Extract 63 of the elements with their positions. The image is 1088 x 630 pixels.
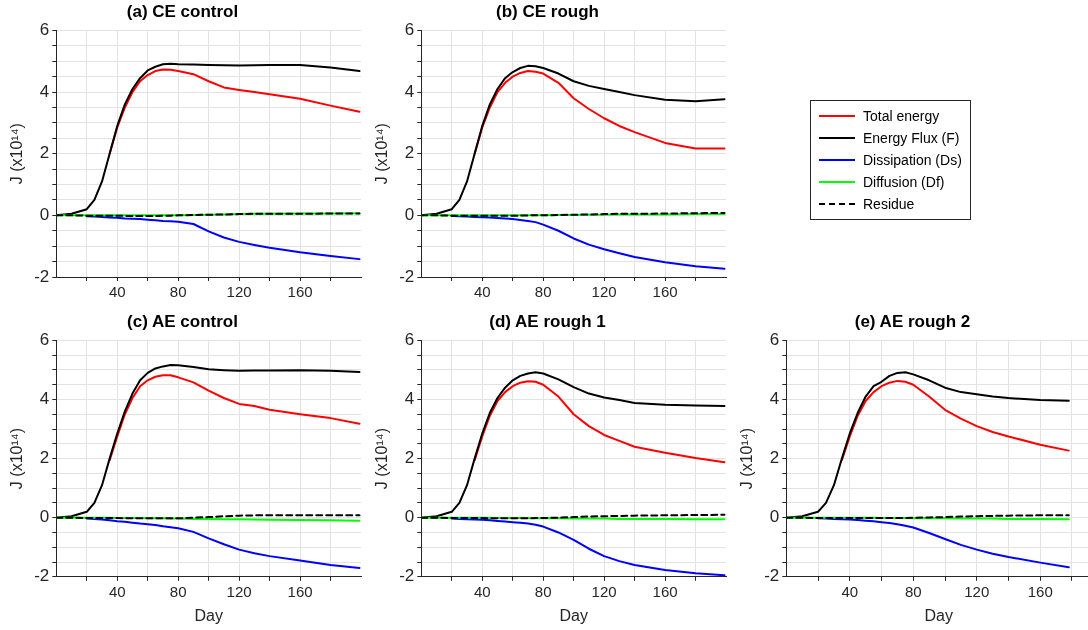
x-tick-label: 160 [287,582,313,600]
x-tick-label: 80 [534,582,552,600]
x-tick-label: 80 [169,582,187,600]
y-axis-title: J (x10¹⁴) [8,123,26,185]
y-tick-label: 4 [769,389,780,409]
y-tick-label: -2 [34,266,50,286]
y-tick-label: 0 [769,507,780,527]
y-tick-label: 2 [404,448,415,468]
chart-title: (c) AE control [127,311,238,331]
y-tick-label: 2 [769,448,780,468]
legend-label: Residue [863,196,915,212]
x-tick-label: 40 [473,582,491,600]
y-tick-label: 2 [39,143,50,163]
x-axis-title: Day [924,606,953,624]
x-tick-label: 160 [287,283,313,301]
x-tick-label: 120 [591,283,617,301]
x-tick-label: 40 [108,283,126,301]
x-axis-title: Day [559,606,588,624]
y-tick-label: -2 [764,566,780,586]
legend-label: Energy Flux (F) [863,130,960,146]
y-axis-title: J (x10¹⁴) [373,428,391,490]
x-tick-label: 80 [904,582,922,600]
x-tick-label: 40 [841,582,859,600]
x-axis-title: Day [194,606,223,624]
x-tick-label: 40 [473,283,491,301]
y-tick-label: 6 [404,330,415,350]
x-tick-label: 120 [226,582,252,600]
chart-title: (a) CE control [126,1,239,21]
y-tick-label: 4 [39,389,50,409]
y-tick-label: 2 [404,143,415,163]
x-tick-label: 160 [652,582,678,600]
chart-title: (d) AE rough 1 [489,311,606,331]
y-tick-label: 6 [39,330,50,350]
y-tick-label: -2 [399,266,415,286]
y-tick-label: 4 [404,81,415,101]
y-tick-label: -2 [34,566,50,586]
y-tick-label: 2 [39,448,50,468]
y-axis-title: J (x10¹⁴) [8,428,26,490]
y-tick-label: 0 [404,205,415,225]
legend-label: Total energy [863,108,940,124]
x-tick-label: 120 [226,283,252,301]
x-tick-label: 120 [964,582,990,600]
y-tick-label: -2 [399,566,415,586]
y-tick-label: 4 [39,81,50,101]
x-tick-label: 80 [534,283,552,301]
y-tick-label: 0 [39,205,50,225]
legend-label: Diffusion (Df) [863,174,945,190]
y-tick-label: 4 [404,389,415,409]
chart-title: (b) CE rough [496,1,599,21]
y-tick-label: 0 [404,507,415,527]
y-tick-label: 0 [39,507,50,527]
x-tick-label: 160 [1027,582,1053,600]
y-tick-label: 6 [39,20,50,40]
x-tick-label: 120 [591,582,617,600]
x-tick-label: 80 [169,283,187,301]
y-axis-title: J (x10¹⁴) [373,123,391,185]
x-tick-label: 160 [652,283,678,301]
y-tick-label: 6 [404,20,415,40]
chart-title: (e) AE rough 2 [854,311,971,331]
x-tick-label: 40 [108,582,126,600]
y-axis-title: J (x10¹⁴) [738,428,756,490]
legend-label: Dissipation (Ds) [863,152,962,168]
y-tick-label: 6 [769,330,780,350]
